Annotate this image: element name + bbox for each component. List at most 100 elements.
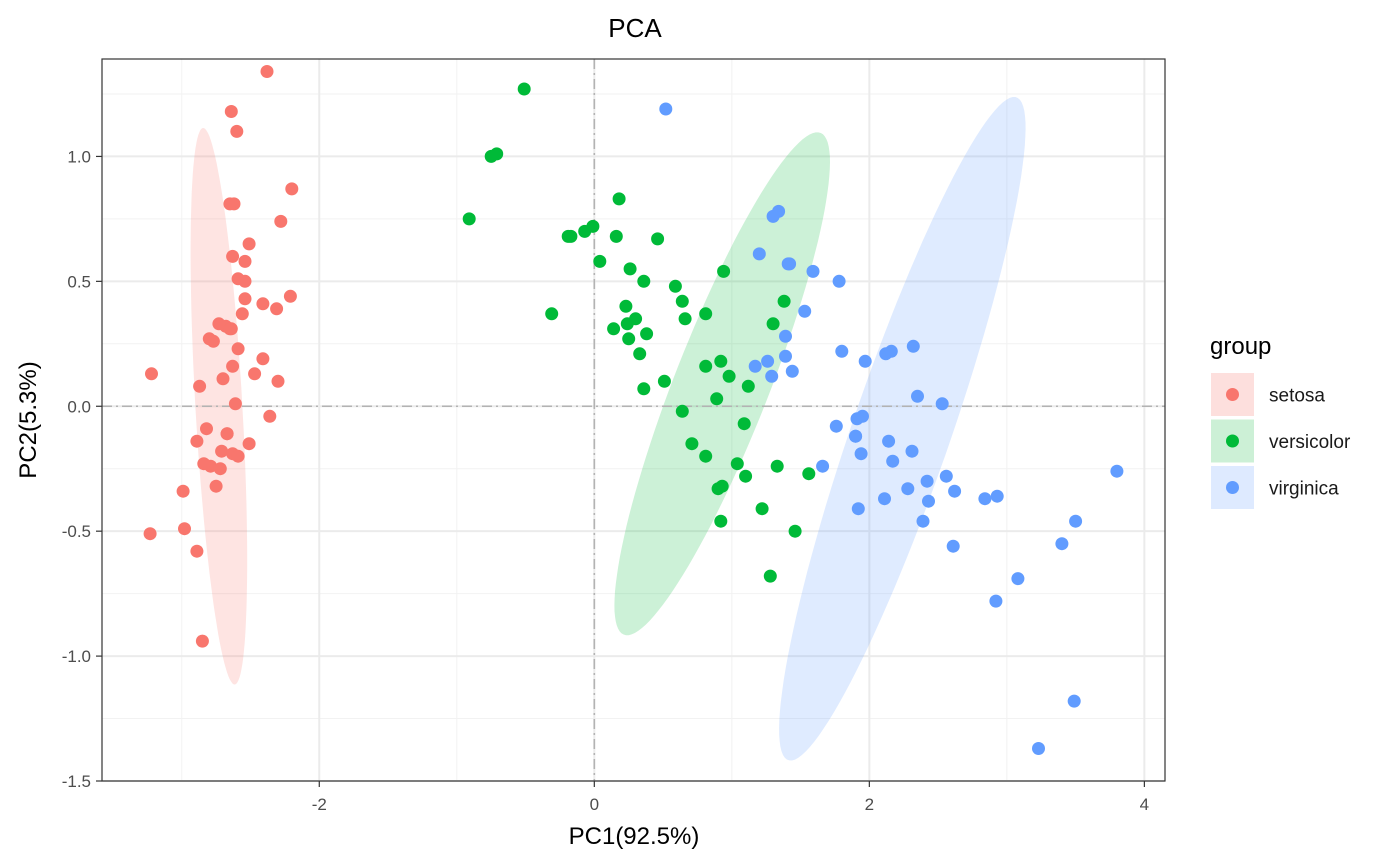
point-virginica — [935, 397, 949, 411]
point-virginica — [1110, 464, 1124, 478]
point-setosa — [195, 634, 209, 648]
group-ellipses — [190, 97, 1026, 761]
point-versicolor — [609, 229, 623, 243]
point-setosa — [231, 342, 245, 356]
point-versicolor — [770, 459, 784, 473]
legend-marker-virginica — [1226, 481, 1239, 494]
ellipse-versicolor — [614, 132, 830, 636]
x-axis-title: PC1(92.5%) — [569, 823, 700, 850]
point-versicolor — [714, 514, 728, 528]
point-virginica — [829, 419, 843, 433]
point-versicolor — [722, 369, 736, 383]
point-setosa — [283, 289, 297, 303]
point-virginica — [882, 434, 896, 448]
point-virginica — [1067, 694, 1081, 708]
point-virginica — [659, 102, 673, 116]
point-versicolor — [517, 82, 531, 96]
point-setosa — [256, 297, 270, 311]
point-setosa — [200, 422, 213, 436]
point-versicolor — [675, 404, 689, 418]
legend-title: group — [1210, 333, 1271, 360]
point-versicolor — [629, 312, 643, 326]
point-setosa — [270, 302, 284, 316]
x-tick-label: 4 — [1140, 795, 1149, 814]
legend-label-setosa: setosa — [1269, 386, 1325, 407]
point-virginica — [832, 274, 846, 288]
y-tick-label: -1.0 — [62, 647, 91, 666]
reference-lines — [102, 59, 1165, 781]
point-setosa — [178, 522, 191, 536]
x-axis: -2 0 2 4 — [312, 781, 1149, 814]
point-virginica — [905, 444, 919, 458]
point-setosa — [228, 397, 242, 411]
point-setosa — [226, 249, 240, 263]
point-virginica — [748, 359, 762, 373]
legend-label-virginica: virginica — [1269, 479, 1339, 500]
point-virginica — [884, 344, 898, 358]
point-setosa — [238, 254, 252, 268]
point-setosa — [143, 527, 157, 541]
point-setosa — [242, 437, 256, 451]
point-versicolor — [763, 569, 777, 583]
point-setosa — [231, 449, 245, 463]
y-axis: -1.5 -1.0 -0.5 0.0 0.5 1.0 — [62, 147, 102, 791]
point-versicolor — [699, 359, 713, 373]
point-virginica — [761, 354, 775, 368]
point-virginica — [920, 474, 934, 488]
chart-title: PCA — [608, 13, 662, 43]
point-setosa — [285, 182, 299, 196]
point-virginica — [806, 264, 820, 278]
point-versicolor — [717, 264, 731, 278]
point-virginica — [851, 502, 865, 516]
point-versicolor — [612, 192, 626, 206]
legend-marker-setosa — [1226, 388, 1239, 401]
point-virginica — [849, 429, 863, 443]
point-versicolor — [739, 469, 753, 483]
point-versicolor — [490, 147, 504, 161]
x-tick-label: 2 — [865, 795, 874, 814]
point-virginica — [765, 369, 779, 383]
point-versicolor — [710, 392, 724, 406]
point-virginica — [1011, 572, 1025, 586]
point-setosa — [220, 427, 234, 441]
point-setosa — [242, 237, 256, 251]
point-versicolor — [714, 354, 728, 368]
point-versicolor — [668, 279, 682, 293]
point-versicolor — [685, 437, 699, 451]
point-versicolor — [623, 262, 637, 276]
point-virginica — [906, 339, 920, 353]
point-virginica — [911, 389, 924, 403]
point-setosa — [190, 544, 204, 558]
point-versicolor — [737, 417, 751, 431]
point-versicolor — [637, 382, 651, 396]
point-versicolor — [741, 379, 755, 393]
y-tick-label: 0.5 — [67, 272, 91, 291]
point-versicolor — [730, 457, 744, 471]
point-setosa — [206, 334, 220, 348]
point-virginica — [901, 482, 915, 496]
point-virginica — [886, 454, 900, 468]
point-virginica — [816, 459, 830, 473]
point-versicolor — [788, 524, 802, 538]
point-virginica — [1055, 537, 1069, 551]
point-setosa — [260, 65, 274, 78]
point-setosa — [197, 457, 211, 471]
point-setosa — [209, 479, 223, 493]
point-setosa — [230, 124, 244, 138]
point-setosa — [212, 317, 226, 331]
legend: group setosa versicolor virginica — [1210, 333, 1351, 509]
point-setosa — [235, 307, 249, 321]
point-versicolor — [675, 294, 689, 308]
point-virginica — [752, 247, 766, 261]
x-tick-label: -2 — [312, 795, 327, 814]
point-virginica — [779, 329, 792, 343]
legend-label-versicolor: versicolor — [1269, 432, 1351, 453]
point-versicolor — [593, 254, 607, 268]
point-virginica — [916, 514, 930, 528]
point-virginica — [785, 364, 799, 378]
point-versicolor — [802, 467, 816, 481]
point-versicolor — [622, 332, 636, 346]
y-tick-label: 0.0 — [67, 397, 91, 416]
point-virginica — [798, 304, 812, 318]
point-setosa — [213, 462, 227, 476]
